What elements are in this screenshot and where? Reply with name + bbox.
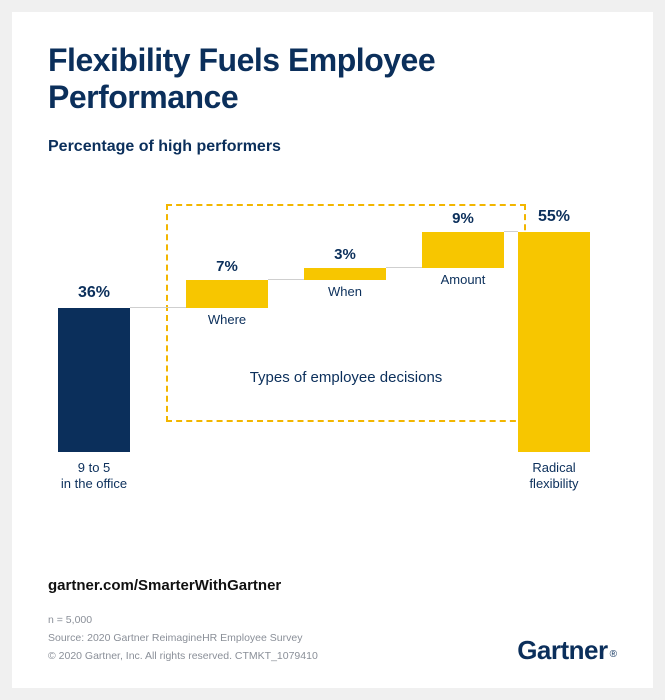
step-label: Amount [422,272,504,287]
step-value: 9% [422,210,504,227]
bar-end-label: Radicalflexibility [511,460,597,493]
footer-n: n = 5,000 [48,612,617,630]
step-label: When [304,284,386,299]
step-rect [422,232,504,268]
connector-2 [386,267,422,268]
bar-start-label: 9 to 5in the office [51,460,137,493]
logo-text: Gartner [517,635,607,666]
infographic-card: Flexibility Fuels Employee Performance P… [12,12,653,688]
bar-end: 55%Radicalflexibility [518,232,590,452]
step-when: 3%When [304,268,386,280]
bar-start-rect [58,308,130,452]
gartner-logo: Gartner ® [517,635,617,666]
waterfall-chart: Types of employee decisions36%9 to 5in t… [48,180,617,500]
main-title: Flexibility Fuels Employee Performance [48,42,617,116]
footer-url: gartner.com/SmarterWithGartner [48,577,617,594]
step-rect [186,280,268,308]
bar-start-value: 36% [58,284,130,302]
bar-start: 36%9 to 5in the office [58,308,130,452]
step-value: 7% [186,258,268,275]
connector-3 [504,231,518,232]
bar-end-rect [518,232,590,452]
step-label: Where [186,312,268,327]
step-rect [304,268,386,280]
step-where: 7%Where [186,280,268,308]
step-amount: 9%Amount [422,232,504,268]
connector-0 [130,307,186,308]
footer: gartner.com/SmarterWithGartner n = 5,000… [48,577,617,666]
logo-registered: ® [610,649,617,660]
bar-end-value: 55% [518,208,590,226]
step-value: 3% [304,246,386,263]
decisions-caption: Types of employee decisions [168,369,524,386]
subtitle: Percentage of high performers [48,138,617,156]
connector-1 [268,279,304,280]
